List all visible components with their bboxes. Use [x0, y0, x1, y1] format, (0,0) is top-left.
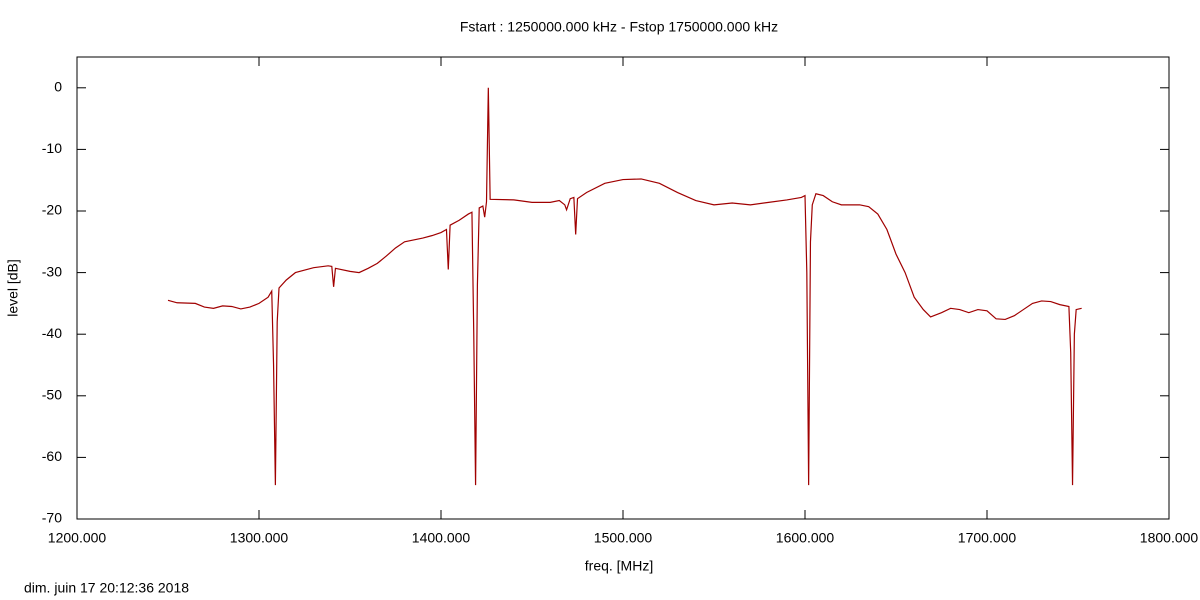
- y-tick-label: 0: [54, 79, 62, 95]
- x-axis-label: freq. [MHz]: [585, 558, 653, 574]
- plot-frame: [76, 56, 1170, 520]
- x-tick-label: 1600.000: [776, 530, 835, 546]
- x-tick-label: 1200.000: [48, 530, 107, 546]
- y-tick-label: -50: [42, 387, 62, 403]
- footnote: dim. juin 17 20:12:36 2018: [24, 580, 189, 596]
- x-tick-label: 1500.000: [594, 530, 653, 546]
- x-tick-label: 1400.000: [412, 530, 471, 546]
- x-tick-label: 1700.000: [958, 530, 1017, 546]
- chart-title: Fstart : 1250000.000 kHz - Fstop 1750000…: [460, 19, 778, 35]
- y-tick-label: -20: [42, 202, 62, 218]
- y-tick-label: -10: [42, 140, 62, 156]
- y-tick-label: -60: [42, 448, 62, 464]
- y-tick-label: -30: [42, 263, 62, 279]
- y-tick-label: -40: [42, 325, 62, 341]
- y-tick-label: -70: [42, 510, 62, 526]
- y-axis-label: level [dB]: [5, 259, 21, 317]
- x-tick-label: 1300.000: [230, 530, 289, 546]
- x-tick-label: 1800.000: [1140, 530, 1199, 546]
- data-line: [167, 87, 1082, 486]
